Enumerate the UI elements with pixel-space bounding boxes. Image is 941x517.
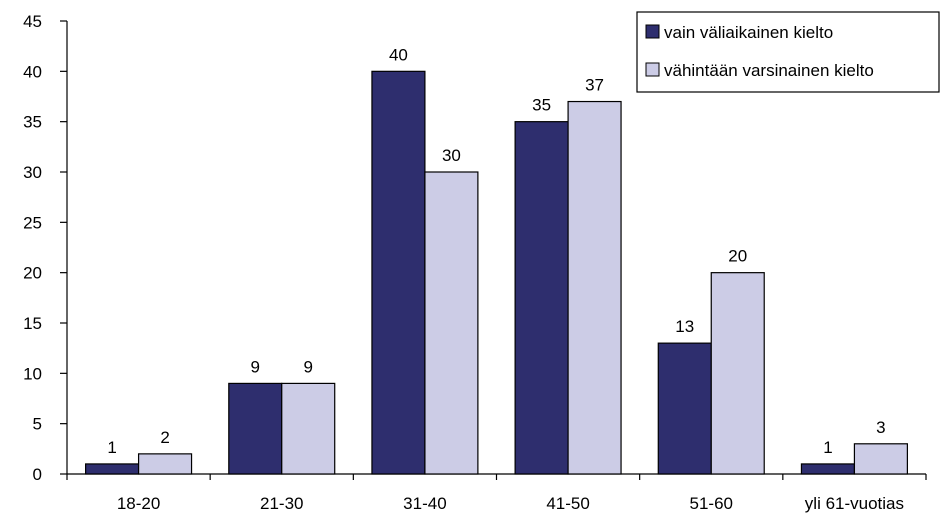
- bar-series-1: [514, 121, 569, 475]
- y-tick-label: 15: [23, 314, 42, 333]
- x-category-label: yli 61-vuotias: [805, 494, 904, 513]
- y-tick-label: 30: [23, 163, 42, 182]
- data-label: 13: [675, 317, 694, 336]
- data-label: 9: [304, 357, 313, 376]
- y-tick-label: 0: [33, 465, 42, 484]
- bar-series-1: [371, 70, 426, 475]
- x-category-label: 51-60: [690, 494, 733, 513]
- x-category-label: 41-50: [546, 494, 589, 513]
- y-tick-label: 25: [23, 213, 42, 232]
- data-label: 37: [585, 76, 604, 95]
- x-category-label: 31-40: [403, 494, 446, 513]
- x-category-label: 21-30: [260, 494, 303, 513]
- data-labels: 1 9 40 35 13 1 2 9 30 37 20 3: [107, 45, 885, 457]
- y-tick-label: 45: [23, 12, 42, 31]
- data-label: 40: [389, 45, 408, 64]
- bar-series-2: [567, 100, 622, 475]
- data-label: 2: [160, 428, 169, 447]
- y-tick-label: 10: [23, 364, 42, 383]
- bar-series-1: [85, 463, 140, 475]
- x-category-label: 18-20: [117, 494, 160, 513]
- legend-swatch: [645, 24, 660, 39]
- y-tick-label: 35: [23, 113, 42, 132]
- data-label: 35: [532, 96, 551, 115]
- data-label: 1: [823, 438, 832, 457]
- x-axis: 18-20 21-30 31-40 41-50 51-60 yli 61-vuotias: [66, 473, 927, 513]
- bar-series-2: [853, 443, 908, 475]
- bar-series-1: [800, 463, 856, 475]
- data-label: 3: [876, 418, 885, 437]
- legend-swatch: [645, 62, 660, 77]
- data-label: 30: [442, 146, 461, 165]
- bars: [85, 70, 908, 475]
- data-label: 20: [728, 247, 747, 266]
- legend-label: vain väliaikainen kielto: [664, 23, 833, 42]
- y-tick-label: 20: [23, 264, 42, 283]
- data-label: 9: [251, 357, 260, 376]
- bar-series-1: [228, 382, 283, 475]
- bar-series-2: [137, 453, 193, 475]
- bar-series-1: [657, 342, 712, 475]
- bar-series-2: [281, 382, 336, 475]
- y-axis: 0 5 10 15 20 25 30 35 40 45: [23, 12, 68, 484]
- legend-box: [636, 11, 940, 93]
- data-label: 1: [107, 438, 116, 457]
- legend-label: vähintään varsinainen kielto: [664, 61, 874, 80]
- y-tick-label: 5: [33, 415, 42, 434]
- bar-series-2: [710, 272, 765, 475]
- y-tick-label: 40: [23, 62, 42, 81]
- legend: vain väliaikainen kielto vähintään varsin…: [636, 11, 940, 93]
- bar-series-2: [424, 171, 479, 475]
